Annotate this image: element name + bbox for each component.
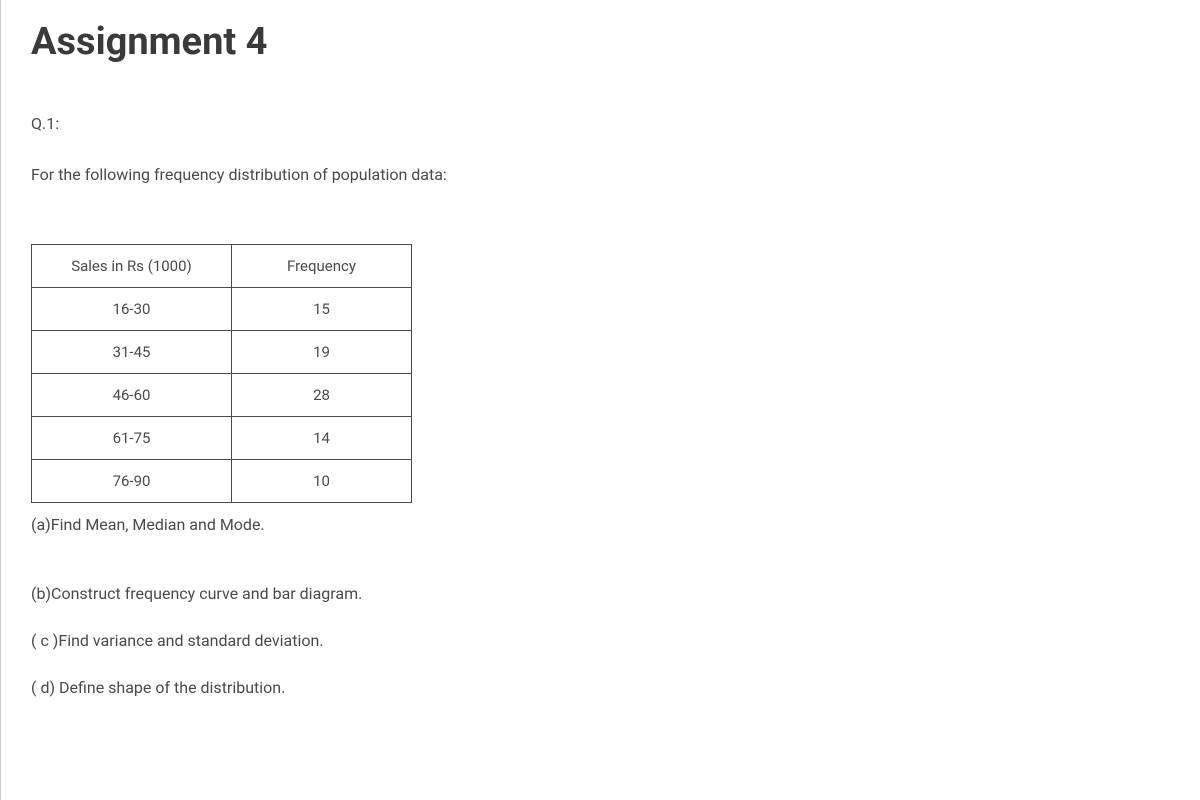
table-cell-sales: 61-75 <box>32 417 232 460</box>
part-c: ( c )Find variance and standard deviatio… <box>31 631 1170 650</box>
question-label: Q.1: <box>31 114 1170 133</box>
table-cell-frequency: 19 <box>232 331 412 374</box>
table-cell-frequency: 10 <box>232 460 412 503</box>
table-cell-sales: 16-30 <box>32 288 232 331</box>
table-cell-frequency: 15 <box>232 288 412 331</box>
table-cell-sales: 76-90 <box>32 460 232 503</box>
part-b: (b)Construct frequency curve and bar dia… <box>31 584 1170 603</box>
table-cell-frequency: 28 <box>232 374 412 417</box>
frequency-table: Sales in Rs (1000) Frequency 16-30 15 31… <box>31 244 412 503</box>
table-row: 61-75 14 <box>32 417 412 460</box>
table-cell-sales: 46-60 <box>32 374 232 417</box>
page-title: Assignment 4 <box>31 20 1170 64</box>
table-row: 46-60 28 <box>32 374 412 417</box>
question-prompt: For the following frequency distribution… <box>31 165 1170 184</box>
part-d: ( d) Define shape of the distribution. <box>31 678 1170 697</box>
part-a: (a)Find Mean, Median and Mode. <box>31 515 1170 534</box>
table-cell-frequency: 14 <box>232 417 412 460</box>
table-row: 76-90 10 <box>32 460 412 503</box>
table-header-row: Sales in Rs (1000) Frequency <box>32 245 412 288</box>
table-row: 31-45 19 <box>32 331 412 374</box>
table-row: 16-30 15 <box>32 288 412 331</box>
table-cell-sales: 31-45 <box>32 331 232 374</box>
table-header-sales: Sales in Rs (1000) <box>32 245 232 288</box>
table-header-frequency: Frequency <box>232 245 412 288</box>
